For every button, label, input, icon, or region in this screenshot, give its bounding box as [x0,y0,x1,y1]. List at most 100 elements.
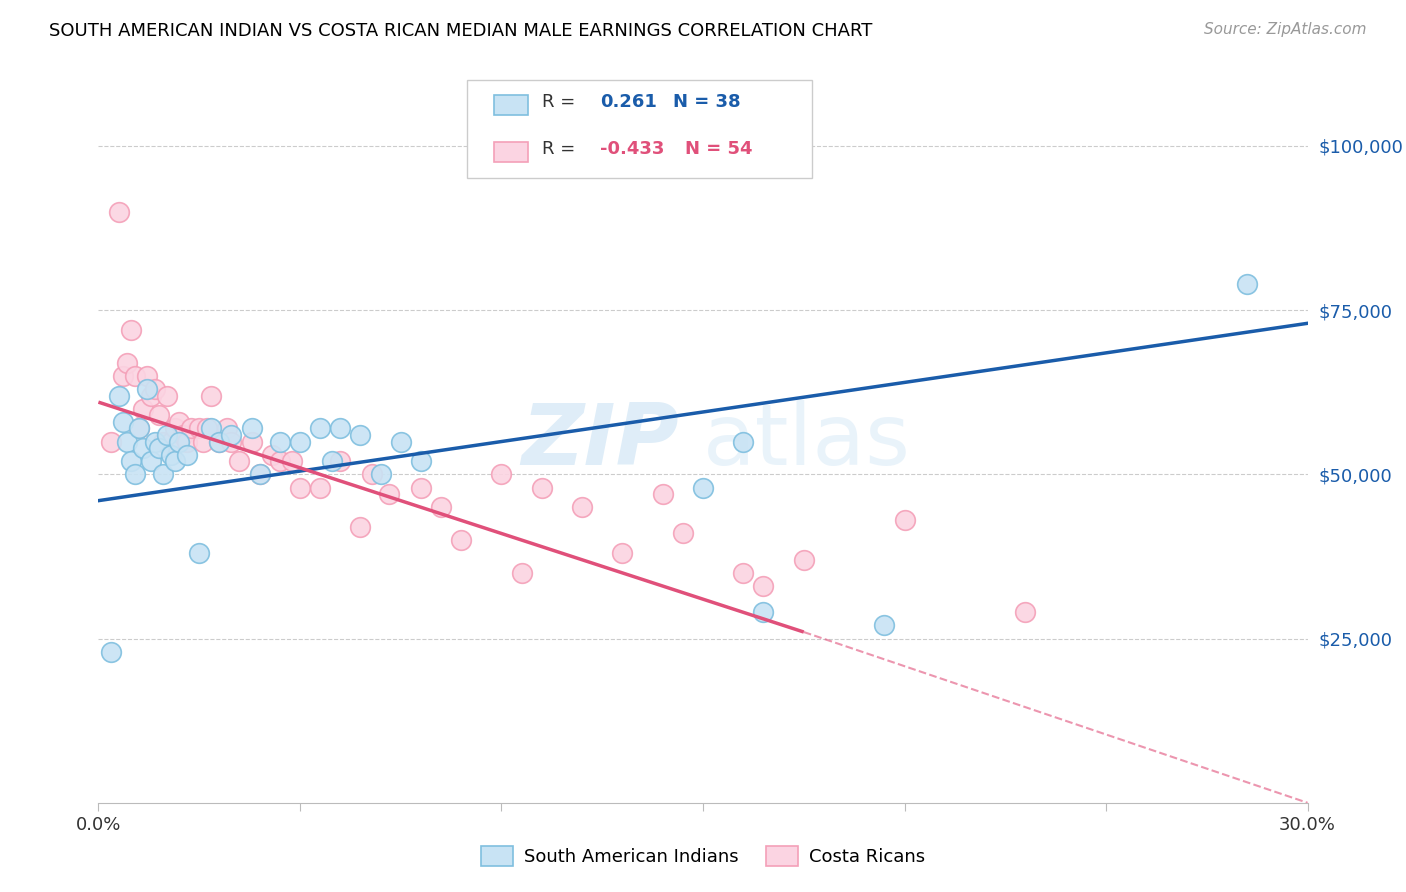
Point [309,421,332,435]
Point [873,618,896,632]
Point [180,421,202,435]
Point [200,388,222,402]
Text: -0.433: -0.433 [600,140,665,158]
Point [167,434,190,449]
Point [269,454,291,468]
Point [793,553,815,567]
Point [160,448,183,462]
Point [128,421,150,435]
Point [349,520,371,534]
Point [450,533,472,547]
Point [321,454,343,468]
Text: ZIP: ZIP [522,400,679,483]
Point [1014,605,1036,619]
Point [128,421,150,435]
Point [132,441,155,455]
Point [288,434,311,449]
Point [107,388,129,402]
Point [530,481,553,495]
Point [160,434,183,449]
Point [260,448,283,462]
Text: 0.261: 0.261 [600,93,657,111]
Point [430,500,453,515]
FancyBboxPatch shape [494,95,527,115]
Point [733,434,755,449]
Point [571,500,593,515]
Text: R =: R = [543,93,581,111]
Point [188,546,211,560]
Point [217,421,239,435]
Point [193,434,215,449]
Text: Source: ZipAtlas.com: Source: ZipAtlas.com [1204,22,1367,37]
Point [491,467,513,482]
Point [240,434,263,449]
Point [249,467,271,482]
Point [135,368,157,383]
Point [672,526,695,541]
Point [200,421,222,435]
Text: SOUTH AMERICAN INDIAN VS COSTA RICAN MEDIAN MALE EARNINGS CORRELATION CHART: SOUTH AMERICAN INDIAN VS COSTA RICAN MED… [49,22,873,40]
Text: N = 38: N = 38 [672,93,741,111]
Point [152,467,174,482]
Point [163,421,186,435]
Point [692,481,714,495]
Point [124,467,146,482]
Point [124,368,146,383]
Point [208,434,231,449]
Point [111,368,134,383]
Point [733,566,755,580]
Point [163,454,186,468]
Point [176,448,198,462]
Point [651,487,673,501]
Point [249,467,271,482]
FancyBboxPatch shape [494,142,527,162]
Point [752,605,775,619]
Point [309,481,332,495]
Text: R =: R = [543,140,581,158]
Point [1236,277,1258,291]
Point [167,415,190,429]
Point [139,454,162,468]
Point [120,454,142,468]
Point [156,388,179,402]
Point [143,382,166,396]
Point [195,421,218,435]
Point [349,428,371,442]
Point [100,434,122,449]
Point [107,204,129,219]
Point [281,454,304,468]
Point [172,428,194,442]
Point [148,441,170,455]
Point [329,421,352,435]
Point [115,356,138,370]
Point [120,323,142,337]
Point [409,454,432,468]
Point [111,415,134,429]
Text: atlas: atlas [703,400,911,483]
Point [612,546,634,560]
Point [143,434,166,449]
Text: N = 54: N = 54 [685,140,752,158]
Point [269,434,291,449]
Point [752,579,775,593]
Point [221,434,243,449]
Point [389,434,412,449]
Point [329,454,352,468]
Point [132,401,155,416]
Point [377,487,399,501]
Point [288,481,311,495]
Point [135,382,157,396]
Point [510,566,533,580]
Point [208,434,231,449]
Point [240,421,263,435]
Point [188,421,211,435]
Point [409,481,432,495]
Point [115,434,138,449]
Point [370,467,392,482]
Point [176,434,198,449]
Point [361,467,384,482]
Point [148,409,170,423]
Point [893,513,915,527]
Point [152,434,174,449]
Point [156,428,179,442]
